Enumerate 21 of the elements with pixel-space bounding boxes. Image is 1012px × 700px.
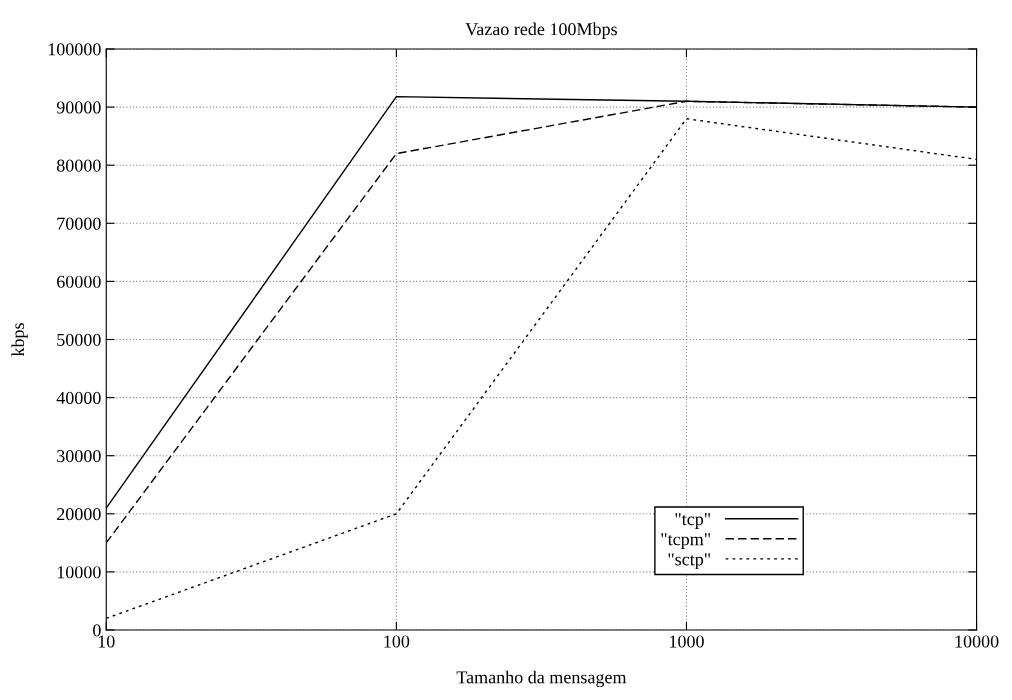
x-tick-label: 100 [384, 635, 410, 648]
y-tick-label: 80000 [56, 159, 101, 172]
legend-label: "sctp" [668, 553, 711, 570]
y-axis-title: kbps [11, 323, 28, 357]
x-tick-label: 10000 [955, 635, 999, 648]
y-tick-label: 70000 [57, 217, 101, 230]
y-tick-label: 90000 [56, 101, 101, 114]
x-tick-label: 10 [98, 635, 115, 648]
y-tick-label: 20000 [57, 508, 101, 521]
y-tick-label: 0 [93, 624, 101, 637]
y-tick-label: 100000 [48, 43, 101, 56]
legend-label: "tcp" [675, 513, 711, 529]
x-tick-label: 1000 [670, 635, 704, 648]
chart-title: Vazao rede 100Mbps [465, 22, 617, 39]
y-tick-label: 40000 [56, 391, 101, 405]
legend-label: "tcpm" [661, 533, 711, 549]
y-tick-label: 30000 [57, 449, 101, 463]
y-tick-label: 60000 [57, 275, 101, 288]
y-tick-label: 10000 [57, 566, 101, 579]
x-axis-title: Tamanho da mensagem [456, 670, 627, 688]
y-tick-label: 50000 [57, 333, 101, 346]
